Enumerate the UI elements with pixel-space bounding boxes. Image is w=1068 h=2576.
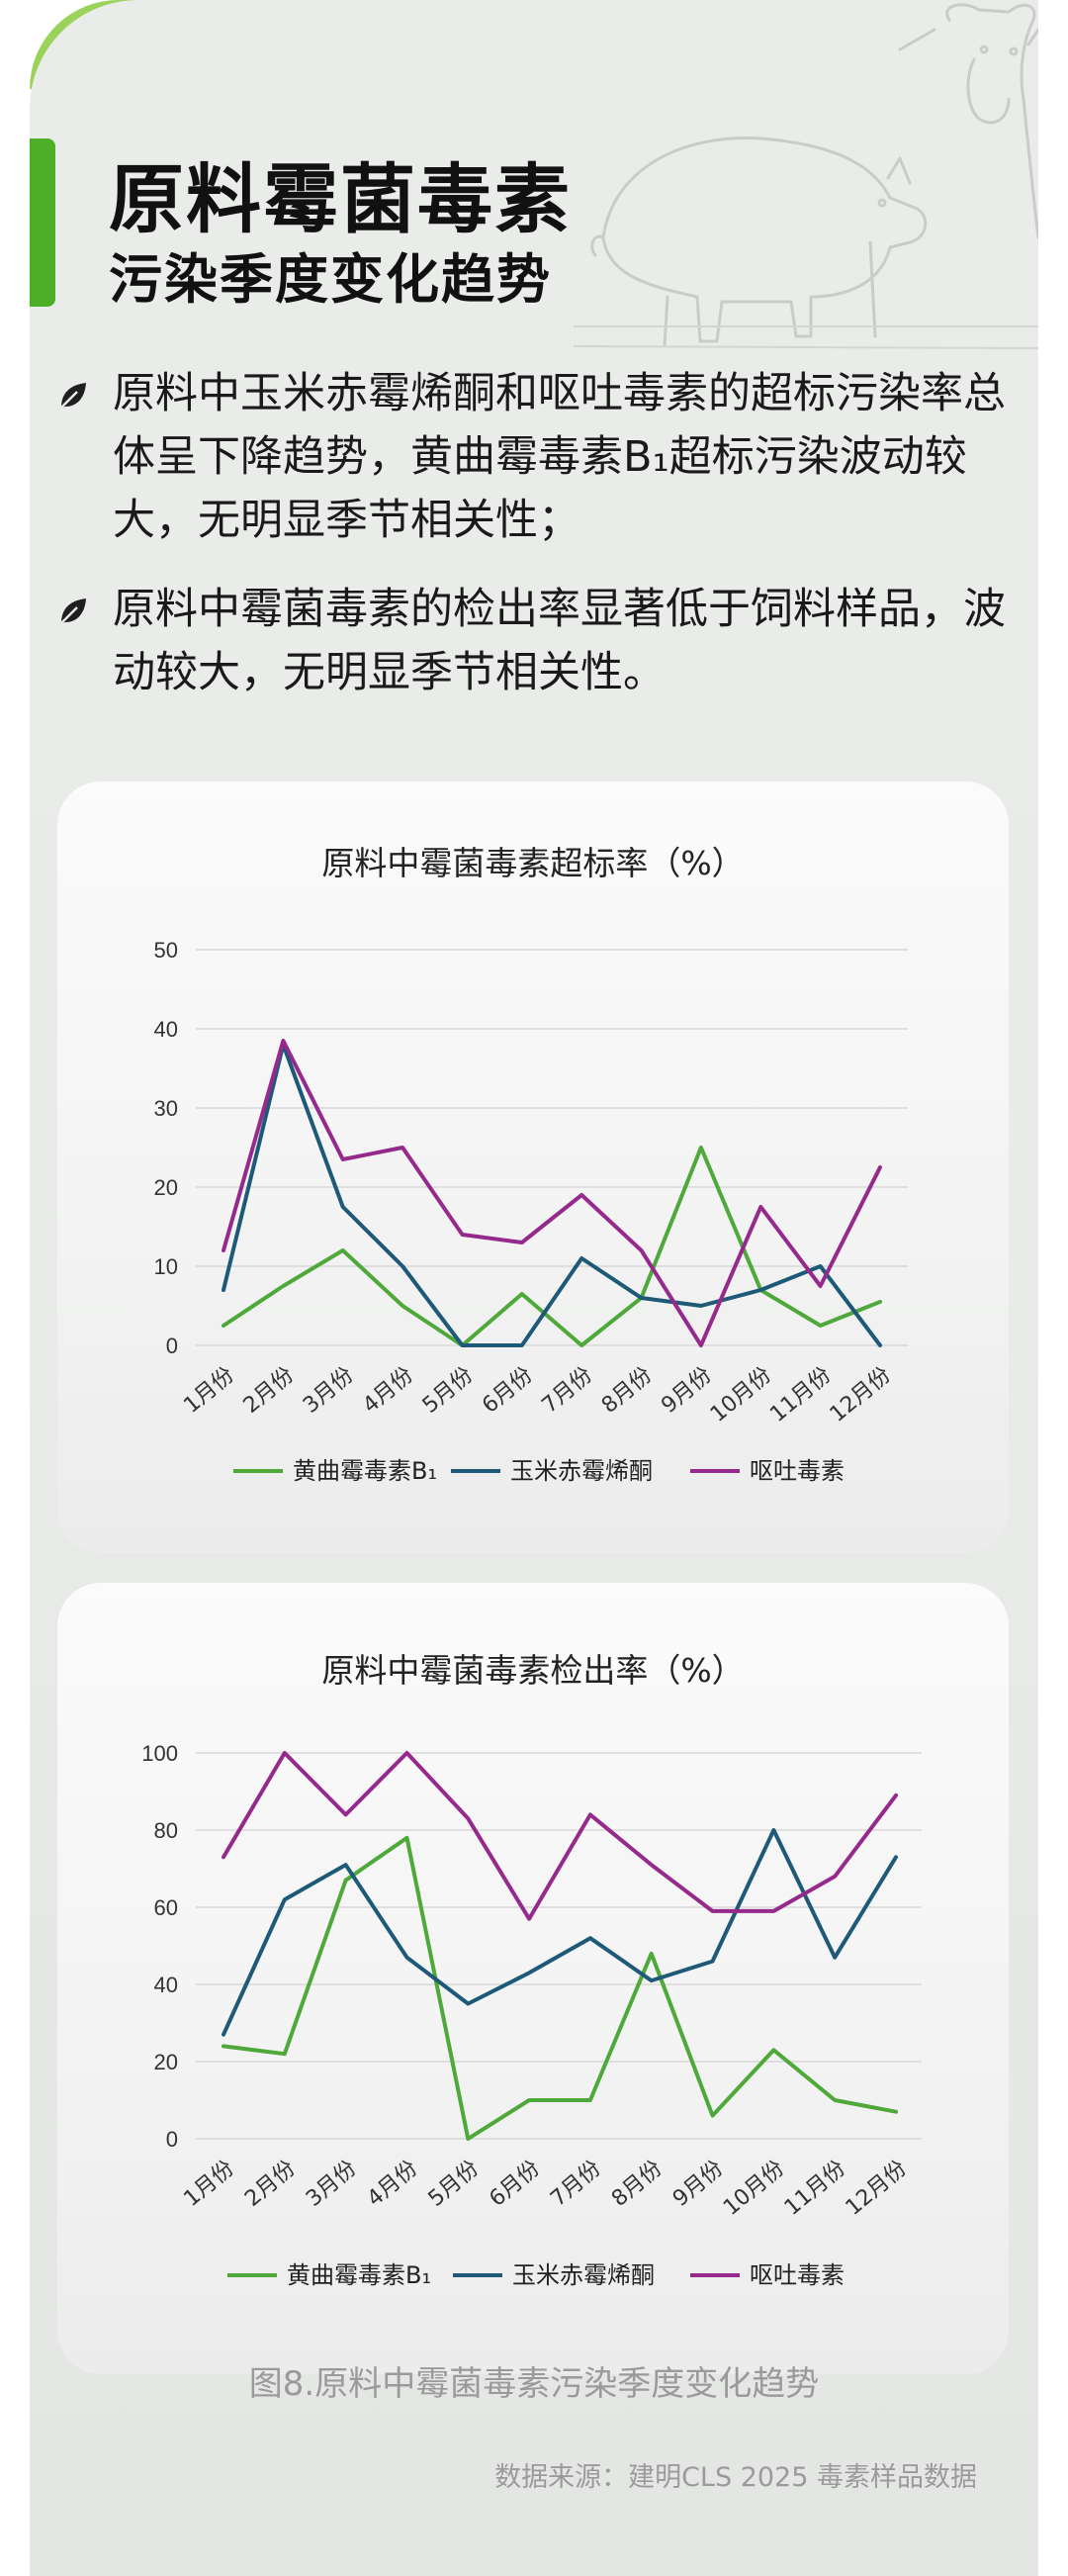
- figure-caption: 图8.原料中霉菌毒素污染季度变化趋势: [248, 2364, 820, 2404]
- series-line: [222, 1828, 898, 2037]
- series-line: [222, 1146, 882, 1347]
- series-line: [222, 1751, 898, 1921]
- x-tick-label: 3月份: [302, 2156, 362, 2211]
- x-tick-label: 8月份: [597, 1362, 658, 1418]
- page-subtitle: 污染季度变化趋势: [109, 248, 552, 311]
- x-tick-label: 10月份: [706, 1362, 776, 1426]
- y-tick-label: 20: [154, 2050, 178, 2074]
- x-tick-label: 6月份: [485, 2156, 545, 2211]
- x-tick-label: 7月份: [538, 1362, 598, 1418]
- x-tick-label: 10月份: [719, 2156, 789, 2220]
- bullet-point: 原料中玉米赤霉烯酮和呕吐毒素的超标污染率总体呈下降趋势，黄曲霉毒素B₁超标污染波…: [57, 362, 1026, 552]
- legend-label: 玉米赤霉烯酮: [510, 1457, 653, 1485]
- y-tick-label: 40: [154, 1017, 178, 1042]
- bullet-text: 原料中霉菌毒素的检出率显著低于饲料样品，波动较大，无明显季节相关性。: [113, 585, 1006, 697]
- x-tick-label: 4月份: [363, 2156, 423, 2211]
- series-line: [222, 1043, 882, 1347]
- y-tick-label: 60: [154, 1895, 178, 1920]
- leaf-icon: [60, 383, 86, 409]
- chart-title: 原料中霉菌毒素检出率（%）: [321, 1651, 745, 1690]
- legend-label: 黄曲霉毒素B₁: [287, 2261, 431, 2289]
- y-tick-label: 0: [166, 1334, 178, 1358]
- legend-label: 玉米赤霉烯酮: [512, 2261, 655, 2289]
- x-tick-label: 7月份: [546, 2156, 606, 2211]
- x-tick-label: 1月份: [179, 1362, 239, 1418]
- title-accent-bar: [30, 138, 55, 307]
- y-tick-label: 100: [141, 1741, 178, 1766]
- series-line: [222, 1039, 882, 1347]
- y-tick-label: 30: [154, 1096, 178, 1121]
- x-tick-label: 3月份: [299, 1362, 359, 1418]
- series-line: [222, 1835, 898, 2141]
- legend-label: 呕吐毒素: [750, 2261, 845, 2289]
- chart-panel-detection-rate: 原料中霉菌毒素检出率（%） 0 20 40 60 80 100 1月份 2月份 3月份 4月份 5月…: [57, 1583, 1009, 2374]
- y-tick-label: 80: [154, 1818, 178, 1843]
- bullet-point: 原料中霉菌毒素的检出率显著低于饲料样品，波动较大，无明显季节相关性。: [57, 578, 1026, 704]
- leaf-icon: [60, 598, 86, 624]
- y-tick-label: 0: [166, 2127, 178, 2152]
- animal-sketch-icon: [574, 3, 1038, 349]
- x-tick-label: 2月份: [240, 2156, 301, 2211]
- x-tick-label: 1月份: [179, 2156, 239, 2211]
- page-title: 原料霉菌毒素: [109, 155, 572, 243]
- y-tick-label: 10: [154, 1254, 178, 1279]
- bullet-text: 原料中玉米赤霉烯酮和呕吐毒素的超标污染率总体呈下降趋势，黄曲霉毒素B₁超标污染波…: [113, 369, 1006, 545]
- x-tick-label: 11月份: [780, 2156, 850, 2220]
- y-tick-label: 20: [154, 1175, 178, 1200]
- legend-label: 黄曲霉毒素B₁: [293, 1457, 437, 1485]
- x-tick-label: 12月份: [826, 1362, 896, 1426]
- chart-panel-exceed-rate: 原料中霉菌毒素超标率（%） 0 10 20 30 40 50 1月份 2月份 3月份 4月份 5月份…: [57, 782, 1009, 1553]
- legend-label: 呕吐毒素: [750, 1457, 845, 1485]
- x-tick-label: 8月份: [607, 2156, 668, 2211]
- chart-title: 原料中霉菌毒素超标率（%）: [321, 844, 745, 882]
- data-source: 数据来源：建明CLS 2025 毒素样品数据: [494, 2462, 977, 2493]
- x-tick-label: 12月份: [842, 2156, 912, 2220]
- x-tick-label: 11月份: [765, 1362, 836, 1426]
- x-tick-label: 5月份: [418, 1362, 479, 1418]
- x-tick-label: 2月份: [239, 1362, 300, 1418]
- x-tick-label: 4月份: [358, 1362, 418, 1418]
- x-tick-label: 5月份: [424, 2156, 485, 2211]
- y-tick-label: 50: [154, 938, 178, 963]
- y-tick-label: 40: [154, 1973, 178, 1997]
- x-tick-label: 6月份: [478, 1362, 538, 1418]
